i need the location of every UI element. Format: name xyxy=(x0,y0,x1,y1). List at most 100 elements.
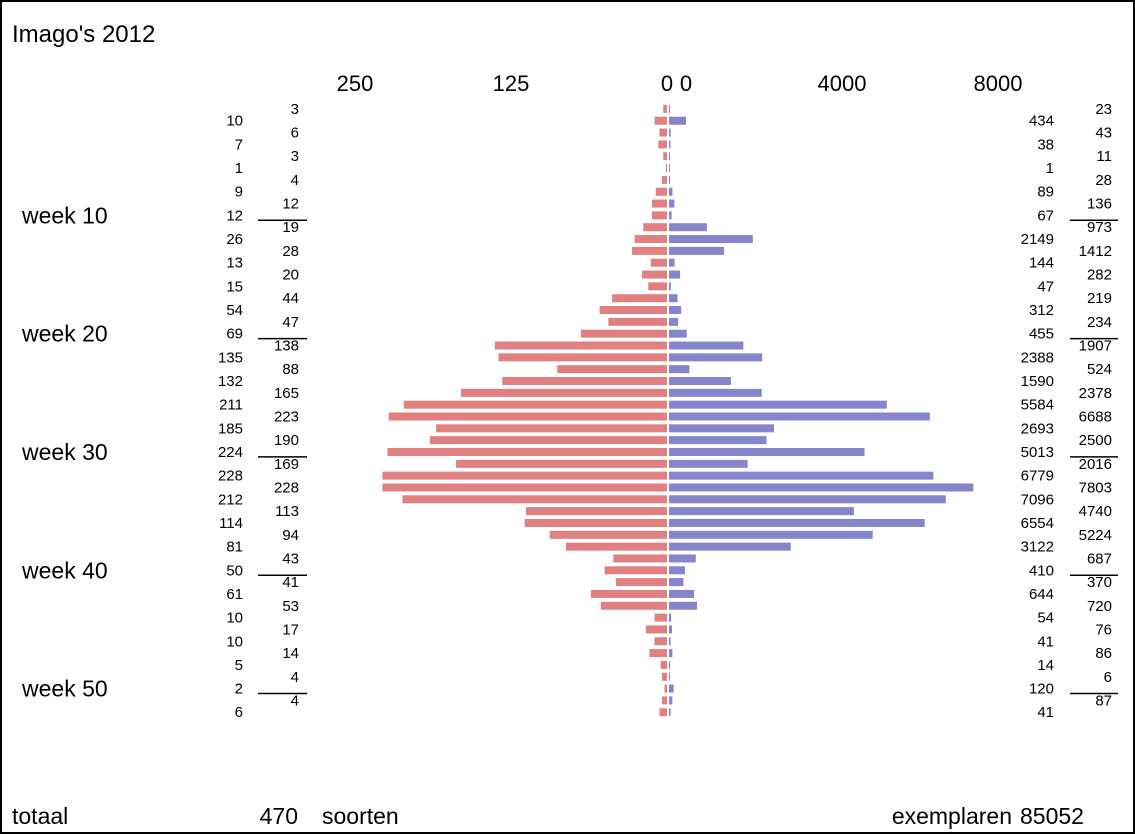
species-bar xyxy=(382,483,667,492)
footer-species-label: soorten xyxy=(322,803,399,829)
specimens-value: 3122 xyxy=(1021,539,1054,556)
species-value: 19 xyxy=(282,219,299,236)
species-bar xyxy=(565,542,667,551)
week-label: week 30 xyxy=(21,439,108,465)
species-value: 10 xyxy=(226,113,243,130)
species-bar xyxy=(604,566,667,575)
specimens-bar xyxy=(669,578,684,587)
specimens-bar xyxy=(669,282,671,291)
footer-specimens-total: 85052 xyxy=(1020,803,1084,829)
week-label: week 20 xyxy=(21,321,108,347)
specimens-value: 14 xyxy=(1037,657,1054,674)
species-bar xyxy=(612,294,667,303)
species-value: 7 xyxy=(235,136,243,153)
specimens-value: 687 xyxy=(1087,550,1112,567)
species-value: 212 xyxy=(218,491,243,508)
specimens-bar xyxy=(669,625,672,634)
species-bar xyxy=(662,672,667,681)
specimens-bar xyxy=(669,294,678,303)
species-value: 135 xyxy=(218,349,243,366)
specimens-value: 644 xyxy=(1029,586,1054,603)
species-bar xyxy=(650,258,667,267)
species-bar xyxy=(549,530,667,539)
species-value: 54 xyxy=(226,302,243,319)
specimens-value: 2149 xyxy=(1021,231,1054,248)
species-bar xyxy=(615,578,667,587)
specimens-bar xyxy=(669,447,865,456)
specimens-bar xyxy=(669,199,675,208)
species-value: 169 xyxy=(274,456,299,473)
specimens-value: 67 xyxy=(1037,207,1054,224)
specimens-value: 1 xyxy=(1046,160,1054,177)
specimens-bar xyxy=(669,672,670,681)
species-value: 81 xyxy=(226,539,243,556)
specimens-value: 41 xyxy=(1037,633,1054,650)
specimens-bar xyxy=(669,246,725,255)
specimens-value: 89 xyxy=(1037,184,1054,201)
species-bar xyxy=(659,128,667,137)
week-separators xyxy=(258,219,1118,695)
specimens-value: 219 xyxy=(1087,290,1112,307)
specimens-value: 434 xyxy=(1029,113,1054,130)
specimens-value: 282 xyxy=(1087,267,1112,284)
species-value: 138 xyxy=(274,338,299,355)
specimens-axis-ticks: 0 4000 8000 xyxy=(680,71,1023,96)
species-value: 44 xyxy=(282,290,299,307)
species-bar xyxy=(403,400,667,409)
specimens-tick-label: 4000 xyxy=(818,71,867,96)
species-bar xyxy=(662,696,667,705)
species-bar xyxy=(654,116,667,125)
species-value: 1 xyxy=(235,160,243,177)
specimens-value: 370 xyxy=(1087,574,1112,591)
species-bar xyxy=(658,140,667,149)
species-bar xyxy=(608,317,667,326)
specimens-value: 7096 xyxy=(1021,491,1054,508)
species-values: 3106731491212192628132015445447691381358… xyxy=(218,101,299,721)
specimens-value: 4740 xyxy=(1079,503,1112,520)
specimens-value: 47 xyxy=(1037,278,1054,295)
specimens-bar xyxy=(669,341,744,350)
specimens-bar xyxy=(669,412,930,421)
species-bar xyxy=(525,507,667,516)
specimens-value: 2016 xyxy=(1079,456,1112,473)
species-value: 113 xyxy=(275,503,299,520)
chart-title: Imago's 2012 xyxy=(12,21,155,48)
specimens-value: 28 xyxy=(1095,172,1112,189)
species-value: 47 xyxy=(282,314,299,331)
species-axis-ticks: 250 125 0 xyxy=(337,71,673,96)
specimens-value: 6688 xyxy=(1079,408,1112,425)
species-value: 223 xyxy=(274,408,299,425)
specimens-bar xyxy=(669,518,925,527)
specimens-bar xyxy=(669,258,675,267)
species-value: 165 xyxy=(274,385,299,402)
specimens-bar xyxy=(669,140,671,149)
specimens-value: 1590 xyxy=(1021,373,1054,390)
species-bar xyxy=(649,649,667,658)
species-bar xyxy=(388,412,667,421)
species-value: 3 xyxy=(291,148,299,165)
species-value: 5 xyxy=(235,657,243,674)
species-value: 17 xyxy=(282,621,299,638)
specimens-value: 86 xyxy=(1095,645,1112,662)
specimens-bar xyxy=(669,317,679,326)
species-bar xyxy=(654,613,667,622)
species-bar xyxy=(634,235,667,244)
species-value: 9 xyxy=(235,184,243,201)
specimens-value: 43 xyxy=(1095,125,1112,142)
specimens-value: 6 xyxy=(1104,669,1112,686)
specimens-bar xyxy=(669,554,696,563)
species-value: 224 xyxy=(218,444,243,461)
species-value: 6 xyxy=(291,125,299,142)
specimens-bar xyxy=(669,459,748,468)
species-value: 12 xyxy=(282,196,299,213)
specimens-bar xyxy=(669,164,670,173)
specimens-value: 312 xyxy=(1029,302,1054,319)
specimens-value: 973 xyxy=(1087,219,1112,236)
specimens-value: 410 xyxy=(1029,562,1054,579)
specimens-bar xyxy=(669,235,753,244)
specimens-bar xyxy=(669,507,854,516)
species-bar xyxy=(645,625,667,634)
species-tick-label: 0 xyxy=(661,71,673,96)
specimens-bar xyxy=(669,223,707,232)
species-bar xyxy=(524,518,667,527)
